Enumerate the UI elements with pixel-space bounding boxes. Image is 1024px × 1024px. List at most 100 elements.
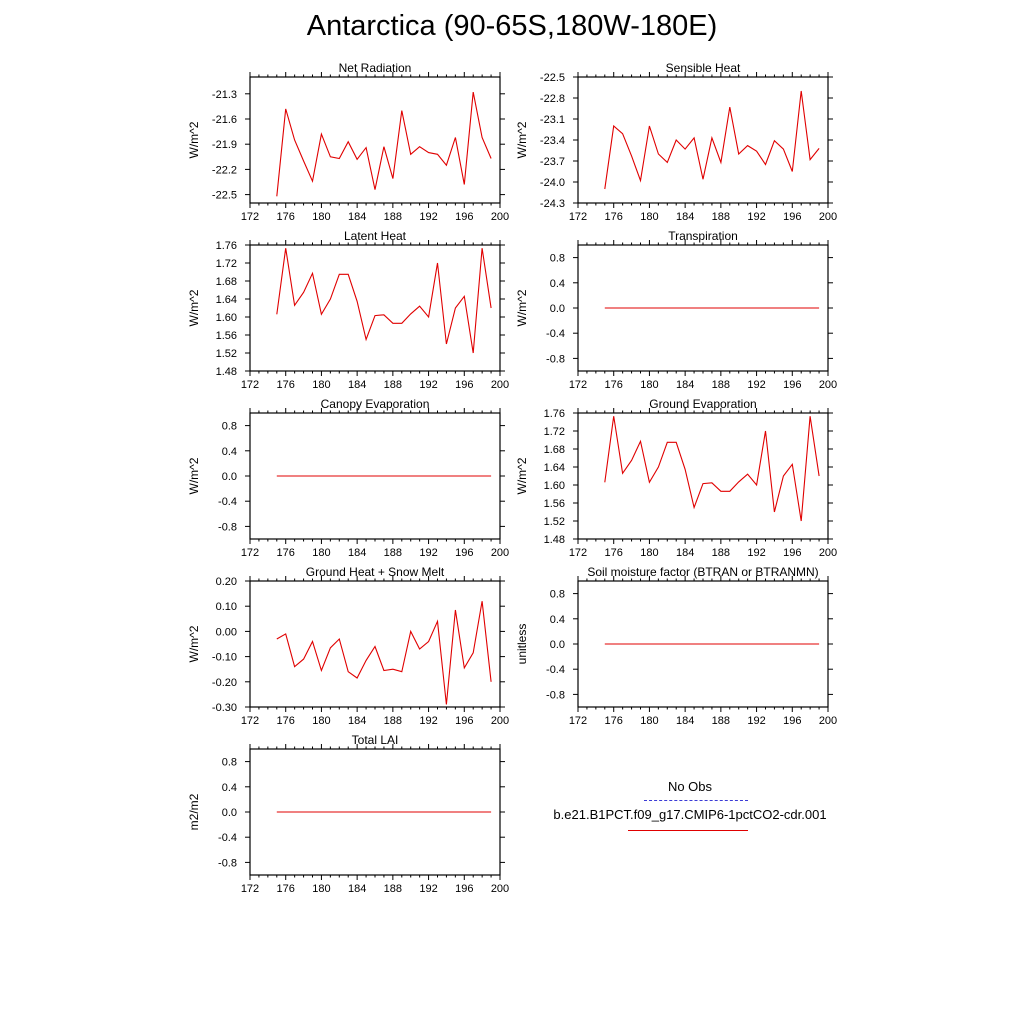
y-tick-label: -0.10 — [212, 652, 237, 664]
x-tick-label: 184 — [348, 883, 366, 895]
x-tick-label: 172 — [241, 547, 259, 559]
x-tick-label: 200 — [491, 547, 509, 559]
y-tick-label: 0.20 — [216, 576, 237, 588]
y-tick-label: -0.8 — [546, 353, 565, 365]
y-tick-label: -0.30 — [212, 702, 237, 714]
y-tick-label: 1.72 — [216, 258, 237, 270]
x-tick-label: 180 — [312, 715, 330, 727]
x-tick-label: 176 — [277, 211, 295, 223]
legend-case-line — [628, 830, 748, 831]
y-tick-label: 0.10 — [216, 601, 237, 613]
x-tick-label: 200 — [819, 211, 837, 223]
x-tick-label: 196 — [783, 211, 801, 223]
x-tick-label: 172 — [241, 883, 259, 895]
x-tick-label: 188 — [712, 547, 730, 559]
panel-2: 172 176 180 184 188 192 196 200 1.76 1.72 1.68 1.64… — [187, 229, 509, 391]
x-tick-label: 176 — [277, 883, 295, 895]
x-tick-label: 188 — [384, 211, 402, 223]
x-tick-label: 180 — [640, 211, 658, 223]
x-tick-label: 176 — [277, 547, 295, 559]
panel-8: 172 176 180 184 188 192 196 200 0.8 0.4 0.0 -0.4 -0.… — [187, 733, 509, 895]
x-tick-label: 176 — [605, 547, 623, 559]
y-tick-label: 1.68 — [216, 276, 237, 288]
x-tick-label: 172 — [569, 547, 587, 559]
y-axis-label: W/m^2 — [187, 121, 201, 158]
x-tick-label: 200 — [491, 715, 509, 727]
panel-title: Transpiration — [668, 229, 738, 243]
x-tick-label: 176 — [277, 715, 295, 727]
x-tick-label: 192 — [419, 883, 437, 895]
panel-title: Soil moisture factor (BTRAN or BTRANMN) — [587, 565, 818, 579]
y-axis-label: W/m^2 — [187, 457, 201, 494]
y-tick-label: 0.4 — [550, 278, 565, 290]
page-title: Antarctica (90-65S,180W-180E) — [306, 10, 718, 42]
x-tick-label: 200 — [491, 211, 509, 223]
panel-title: Net Radiation — [339, 61, 412, 75]
y-tick-label: 0.8 — [222, 757, 237, 769]
x-tick-label: 192 — [419, 547, 437, 559]
x-tick-label: 196 — [455, 379, 473, 391]
y-tick-label: 1.76 — [544, 408, 565, 420]
x-tick-label: 188 — [712, 715, 730, 727]
y-tick-label: 0.8 — [550, 253, 565, 265]
x-tick-label: 184 — [676, 211, 694, 223]
x-tick-label: 200 — [819, 547, 837, 559]
x-tick-label: 176 — [605, 715, 623, 727]
y-tick-label: 1.64 — [544, 462, 565, 474]
x-tick-label: 192 — [419, 379, 437, 391]
x-tick-label: 176 — [605, 211, 623, 223]
x-tick-label: 196 — [455, 883, 473, 895]
x-tick-label: 200 — [491, 379, 509, 391]
panel-title: Ground Evaporation — [649, 397, 756, 411]
x-tick-label: 196 — [783, 547, 801, 559]
x-tick-label: 192 — [747, 715, 765, 727]
y-tick-label: 1.60 — [216, 312, 237, 324]
panel-6: 172 176 180 184 188 192 196 200 0.20 0.10 0.00 -0.1… — [187, 565, 509, 727]
panel-title: Total LAI — [352, 733, 399, 747]
y-tick-label: 1.68 — [544, 444, 565, 456]
x-tick-label: 192 — [747, 211, 765, 223]
x-tick-label: 180 — [312, 547, 330, 559]
x-tick-label: 196 — [455, 211, 473, 223]
y-tick-label: -22.5 — [540, 72, 565, 84]
y-tick-label: 1.52 — [216, 348, 237, 360]
y-tick-label: 0.8 — [222, 421, 237, 433]
x-tick-label: 172 — [569, 379, 587, 391]
x-tick-label: 192 — [419, 211, 437, 223]
x-tick-label: 188 — [384, 715, 402, 727]
y-tick-label: -23.1 — [540, 114, 565, 126]
y-tick-label: 1.48 — [544, 534, 565, 546]
panel-3: 172 176 180 184 188 192 196 200 0.8 0.4 0.0 -0.4 -0.… — [515, 229, 837, 391]
panel-title: Latent Heat — [344, 229, 407, 243]
x-tick-label: 188 — [712, 379, 730, 391]
y-tick-label: -22.8 — [540, 93, 565, 105]
x-tick-label: 180 — [312, 883, 330, 895]
plot-frame — [577, 412, 829, 540]
y-tick-label: 1.52 — [544, 516, 565, 528]
x-tick-label: 180 — [640, 379, 658, 391]
y-tick-label: 1.72 — [544, 426, 565, 438]
x-tick-label: 180 — [640, 715, 658, 727]
panel-0: 172 176 180 184 188 192 196 200 -21.3 -21.6 -21.9 -… — [187, 61, 509, 223]
y-tick-label: 0.4 — [222, 446, 237, 458]
y-tick-label: -0.8 — [218, 521, 237, 533]
y-tick-label: -0.20 — [212, 677, 237, 689]
x-tick-label: 176 — [605, 379, 623, 391]
y-tick-label: 1.56 — [216, 330, 237, 342]
y-tick-label: -0.8 — [218, 857, 237, 869]
y-tick-label: 1.48 — [216, 366, 237, 378]
y-axis-label: W/m^2 — [187, 625, 201, 662]
plot-frame — [249, 244, 501, 372]
x-tick-label: 184 — [348, 379, 366, 391]
y-tick-label: 0.0 — [550, 639, 565, 651]
y-axis-label: W/m^2 — [515, 121, 529, 158]
x-tick-label: 184 — [676, 715, 694, 727]
y-axis-label: unitless — [515, 624, 529, 665]
x-tick-label: 180 — [640, 547, 658, 559]
y-tick-label: 1.76 — [216, 240, 237, 252]
y-tick-label: -21.3 — [212, 89, 237, 101]
y-tick-label: 0.00 — [216, 626, 237, 638]
legend-obs-label: No Obs — [667, 779, 713, 794]
x-tick-label: 172 — [241, 379, 259, 391]
y-tick-label: -23.4 — [540, 135, 565, 147]
